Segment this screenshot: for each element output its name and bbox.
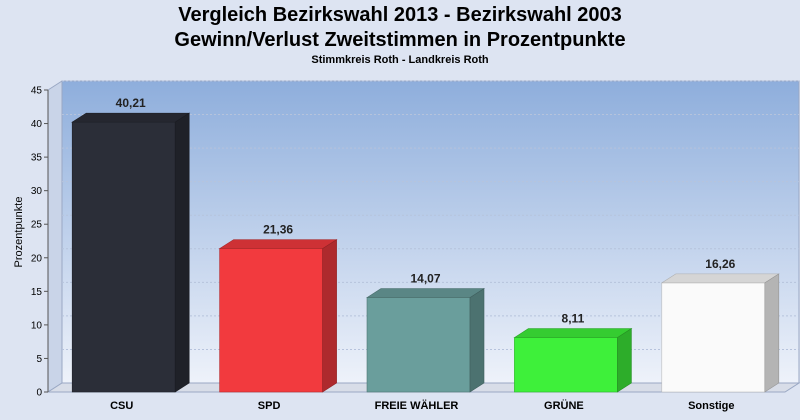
y-tick-label: 25 [31,220,43,231]
bar-side [174,112,190,393]
bar [71,112,191,393]
bar-value-label: 16,26 [705,257,735,271]
chart-subtitle: Gewinn/Verlust Zweitstimmen in Prozentpu… [174,29,626,51]
y-tick-label: 45 [31,86,43,97]
bar-front [219,248,323,393]
y-tick-label: 5 [36,354,42,365]
bar-side [469,288,485,393]
y-tick-label: 0 [36,388,42,399]
bar [365,288,486,393]
x-tick-label: Sonstige [688,400,734,412]
y-tick-label: 30 [31,186,43,197]
y-tick-label: 35 [31,153,43,164]
bar-top [660,273,780,284]
bar-side [322,239,337,393]
bar-value-label: 40,21 [116,96,146,110]
bar-value-label: 8,11 [562,312,585,326]
bar-top [365,288,486,298]
bar-value-label: 14,07 [410,272,440,286]
y-tick-label: 15 [31,287,43,298]
x-tick-label: GRÜNE [544,399,584,412]
chart-title: Vergleich Bezirkswahl 2013 - Bezirkswahl… [178,4,622,26]
bar [660,273,780,393]
bar-front [366,297,471,393]
y-tick-label: 10 [31,320,43,331]
bar-front [514,337,618,393]
bar-side [764,273,780,393]
bar [218,239,338,393]
bar-front [71,121,176,393]
bar-front [661,282,766,393]
plot-side-wall [47,80,63,393]
x-tick-label: CSU [110,400,133,412]
bar-side [617,328,632,393]
x-tick-label: FREIE WÄHLER [375,399,459,412]
y-axis-label: Prozentpunkte [13,197,25,268]
bar-value-label: 21,36 [263,223,293,237]
y-tick-label: 20 [31,253,43,264]
y-tick-label: 40 [31,119,43,130]
bar-top [218,239,338,249]
bar-top [513,328,633,338]
bar [513,328,633,393]
bar-top [71,112,191,123]
x-tick-label: SPD [258,400,281,412]
chart-region-subtitle: Stimmkreis Roth - Landkreis Roth [311,54,489,66]
